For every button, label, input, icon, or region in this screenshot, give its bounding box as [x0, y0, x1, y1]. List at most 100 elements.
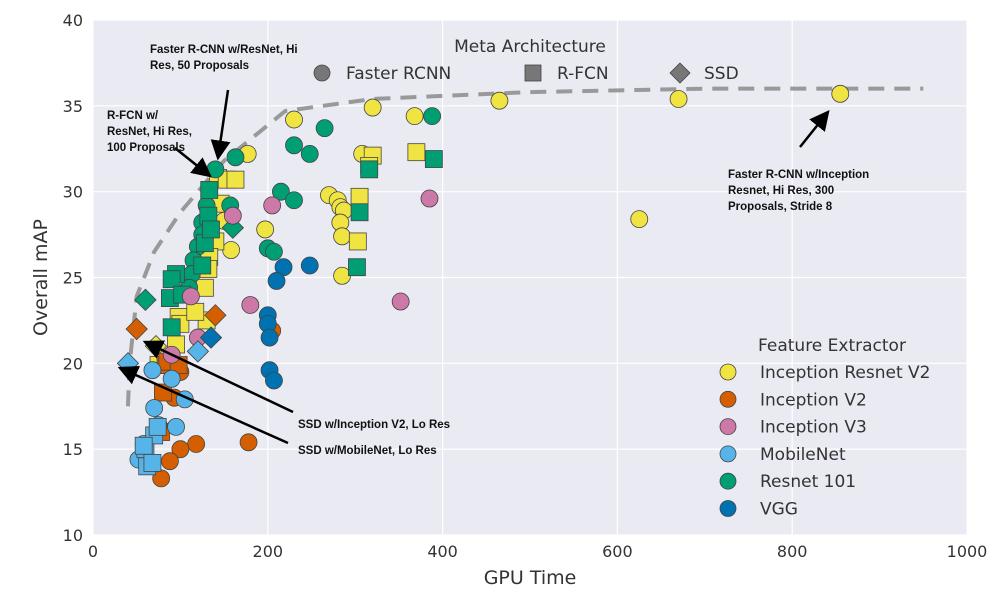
data-point-faster-rcnn	[333, 227, 351, 246]
data-point-r-fcn	[200, 181, 219, 199]
data-point-r-fcn	[134, 436, 153, 455]
feature-legend-label: MobileNet	[760, 445, 846, 465]
data-point-faster-rcnn	[285, 110, 303, 129]
x-tick-label: 1000	[947, 542, 988, 561]
annotation-text: Proposals, Stride 8	[728, 201, 833, 213]
data-point-ssd	[204, 304, 227, 327]
data-point-faster-rcnn	[285, 136, 303, 155]
data-point-faster-rcnn	[669, 90, 688, 108]
meta-legend-label: R-FCN	[557, 64, 609, 84]
data-point-faster-rcnn	[423, 107, 442, 126]
data-point-faster-rcnn	[391, 292, 410, 311]
y-axis-label: Overall mAP	[30, 219, 52, 336]
feature-legend-label: Inception V2	[760, 390, 867, 410]
meta-legend-marker-square	[524, 64, 542, 82]
feature-legend-title: Feature Extractor	[758, 336, 906, 356]
annotation-arrow	[799, 110, 830, 148]
data-point-faster-rcnn	[187, 435, 206, 453]
data-point-faster-rcnn	[161, 452, 179, 471]
data-point-r-fcn	[148, 417, 167, 436]
meta-legend-marker-diamond	[669, 62, 691, 84]
data-point-r-fcn	[424, 150, 443, 168]
data-point-r-fcn	[202, 220, 220, 239]
data-point-faster-rcnn	[239, 433, 258, 452]
data-point-faster-rcnn	[267, 272, 286, 290]
data-point-ssd	[186, 340, 210, 363]
feature-legend-label: Inception Resnet V2	[760, 363, 930, 383]
annotation-text: ResNet, Hi Res,	[107, 126, 192, 138]
annotation-text: Resnet, Hi Res, 300	[728, 185, 834, 197]
x-tick-label: 200	[253, 542, 284, 561]
data-point-ssd	[134, 288, 157, 312]
annotation-text: Faster R-CNN w/ResNet, Hi	[150, 44, 298, 56]
data-point-r-fcn	[360, 160, 379, 179]
annotation-arrow	[210, 89, 231, 161]
annotation-arrow	[174, 147, 212, 178]
data-point-ssd	[199, 326, 223, 349]
meta-legend-label: SSD	[704, 64, 739, 84]
data-point-faster-rcnn	[405, 107, 424, 126]
data-point-r-fcn	[350, 203, 369, 222]
feature-legend-marker	[719, 500, 737, 517]
feature-legend-marker	[719, 472, 737, 490]
data-point-faster-rcnn	[226, 148, 245, 167]
data-point-faster-rcnn	[241, 296, 260, 314]
data-point-r-fcn	[193, 256, 212, 275]
feature-legend-marker	[719, 445, 737, 463]
data-point-faster-rcnn	[263, 196, 282, 215]
data-point-faster-rcnn	[171, 440, 190, 459]
data-point-faster-rcnn	[260, 328, 279, 347]
data-point-faster-rcnn	[420, 189, 439, 208]
x-tick-label: 400	[427, 542, 458, 561]
data-point-r-fcn	[348, 232, 367, 251]
annotation-text: SSD w/Inception V2, Lo Res	[298, 419, 450, 431]
data-point-faster-rcnn	[300, 144, 319, 163]
x-axis-label: GPU Time	[484, 567, 577, 589]
data-point-faster-rcnn	[223, 206, 242, 225]
data-point-faster-rcnn	[285, 191, 303, 210]
meta-legend-label: Faster RCNN	[346, 64, 451, 84]
data-point-r-fcn	[348, 258, 366, 277]
data-point-faster-rcnn	[145, 399, 164, 417]
data-point-faster-rcnn	[265, 371, 283, 390]
x-tick-label: 600	[602, 542, 633, 561]
data-point-ssd	[125, 317, 148, 341]
pareto-frontier-line	[125, 86, 924, 407]
feature-legend-marker	[719, 390, 737, 408]
data-point-r-fcn	[226, 170, 245, 189]
data-point-faster-rcnn	[181, 287, 200, 306]
annotation-text: Res, 50 Proposals	[150, 60, 249, 72]
y-tick-label: 25	[63, 269, 83, 288]
feature-legend-label: VGG	[760, 500, 798, 520]
data-point-faster-rcnn	[630, 210, 649, 229]
data-point-r-fcn	[162, 270, 181, 289]
y-tick-label: 35	[63, 97, 83, 116]
y-tick-label: 30	[63, 183, 83, 202]
data-point-faster-rcnn	[222, 241, 240, 259]
data-point-faster-rcnn	[143, 361, 162, 380]
data-point-r-fcn	[162, 318, 181, 337]
annotation-text: Faster R-CNN w/Inception	[728, 169, 869, 181]
data-point-faster-rcnn	[315, 119, 334, 138]
feature-legend-label: Resnet 101	[760, 472, 856, 492]
meta-legend-marker-circle	[313, 64, 331, 82]
x-tick-label: 0	[88, 542, 98, 561]
data-point-r-fcn	[350, 187, 369, 206]
annotation-text: 100 Proposals	[107, 142, 185, 154]
y-tick-label: 15	[63, 440, 83, 459]
annotation-arrow	[142, 340, 294, 414]
data-point-r-fcn	[407, 143, 426, 162]
y-tick-label: 40	[63, 11, 83, 30]
data-point-faster-rcnn	[272, 182, 290, 201]
data-point-faster-rcnn	[333, 266, 351, 285]
data-point-r-fcn	[143, 453, 162, 472]
annotation-arrow	[117, 366, 289, 445]
annotation-text: SSD w/MobileNet, Lo Res	[298, 445, 437, 457]
data-point-faster-rcnn	[363, 98, 382, 117]
data-point-faster-rcnn	[167, 417, 185, 436]
data-point-faster-rcnn	[300, 256, 319, 275]
data-point-faster-rcnn	[162, 369, 181, 388]
feature-legend-label: Inception V3	[760, 418, 867, 438]
x-tick-label: 800	[777, 542, 808, 561]
